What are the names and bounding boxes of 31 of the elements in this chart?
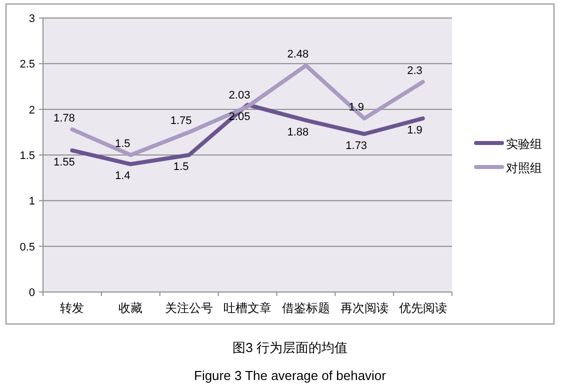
y-tick-label: 0 <box>28 287 35 299</box>
x-tick-label: 收藏 <box>118 301 143 315</box>
x-tick-label: 吐槽文章 <box>224 301 272 315</box>
x-tick-label: 优先阅读 <box>398 301 447 315</box>
y-tick-label: 2 <box>28 104 35 116</box>
caption: Figure 3 The average of behavior <box>194 368 387 383</box>
data-label: 1.73 <box>346 140 368 152</box>
data-label: 2.03 <box>228 90 250 102</box>
x-tick-label: 转发 <box>60 301 84 315</box>
y-tick-label: 0.5 <box>20 241 35 254</box>
data-label: 1.4 <box>114 170 130 182</box>
legend-label: 实验组 <box>506 137 542 151</box>
x-tick-label: 再次阅读 <box>340 301 388 315</box>
x-tick-label: 借鉴标题 <box>282 301 330 315</box>
data-label: 1.55 <box>54 156 75 168</box>
data-label: 1.5 <box>114 138 130 150</box>
data-label: 1.9 <box>407 124 422 136</box>
caption: 图3 行为层面的均值 <box>232 340 348 355</box>
y-tick-label: 1 <box>28 196 35 208</box>
y-tick-label: 2.5 <box>20 58 35 71</box>
data-label: 2.48 <box>287 48 309 60</box>
legend-label: 对照组 <box>506 161 542 175</box>
data-label: 2.3 <box>407 64 422 77</box>
y-tick-label: 3 <box>28 13 35 25</box>
data-label: 1.75 <box>170 115 192 128</box>
data-label: 1.78 <box>54 112 75 124</box>
y-tick-label: 1.5 <box>20 150 35 162</box>
data-label: 1.88 <box>287 126 309 138</box>
data-label: 1.9 <box>348 101 364 114</box>
x-tick-label: 关注公号 <box>165 301 214 315</box>
data-label: 1.5 <box>173 161 189 173</box>
